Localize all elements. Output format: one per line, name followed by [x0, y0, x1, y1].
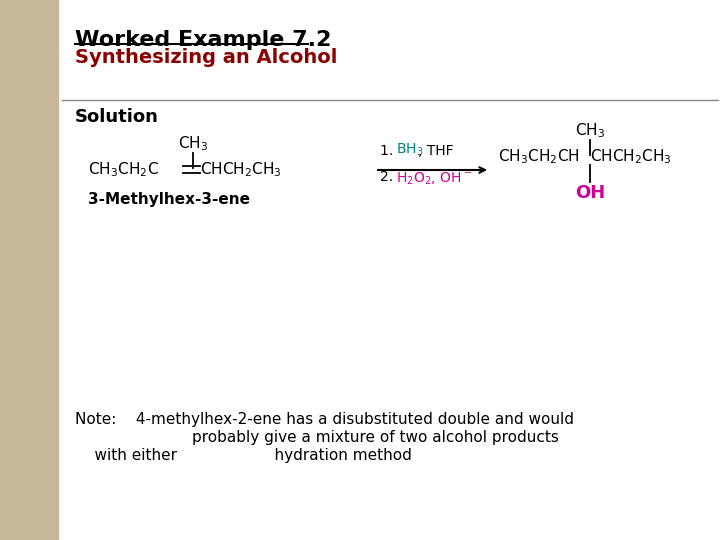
- Text: CH$_3$: CH$_3$: [178, 134, 208, 153]
- Text: Worked Example 7.2: Worked Example 7.2: [75, 30, 331, 50]
- Text: 2.: 2.: [380, 170, 397, 184]
- Text: probably give a mixture of two alcohol products: probably give a mixture of two alcohol p…: [75, 430, 559, 445]
- Text: , THF: , THF: [418, 144, 454, 158]
- Text: 1.: 1.: [380, 144, 397, 158]
- Text: CHCH$_2$CH$_3$: CHCH$_2$CH$_3$: [200, 160, 282, 179]
- Text: OH: OH: [575, 184, 605, 202]
- Text: CH$_3$CH$_2$C: CH$_3$CH$_2$C: [88, 160, 159, 179]
- Text: 3-Methylhex-3-ene: 3-Methylhex-3-ene: [88, 192, 250, 207]
- Text: Solution: Solution: [75, 108, 159, 126]
- Text: BH$_3$: BH$_3$: [396, 141, 423, 158]
- Text: with either                    hydration method: with either hydration method: [75, 448, 412, 463]
- Text: CHCH$_2$CH$_3$: CHCH$_2$CH$_3$: [590, 147, 672, 166]
- Text: CH$_3$: CH$_3$: [575, 122, 605, 140]
- Text: H$_2$O$_2$, OH$^-$: H$_2$O$_2$, OH$^-$: [396, 171, 472, 187]
- Text: Synthesizing an Alcohol: Synthesizing an Alcohol: [75, 48, 338, 67]
- Text: CH$_3$CH$_2$CH: CH$_3$CH$_2$CH: [498, 147, 580, 166]
- Bar: [0, 0, 58, 540]
- Text: Note:    4-methylhex-2-ene has a disubstituted double and would: Note: 4-methylhex-2-ene has a disubstitu…: [75, 412, 574, 427]
